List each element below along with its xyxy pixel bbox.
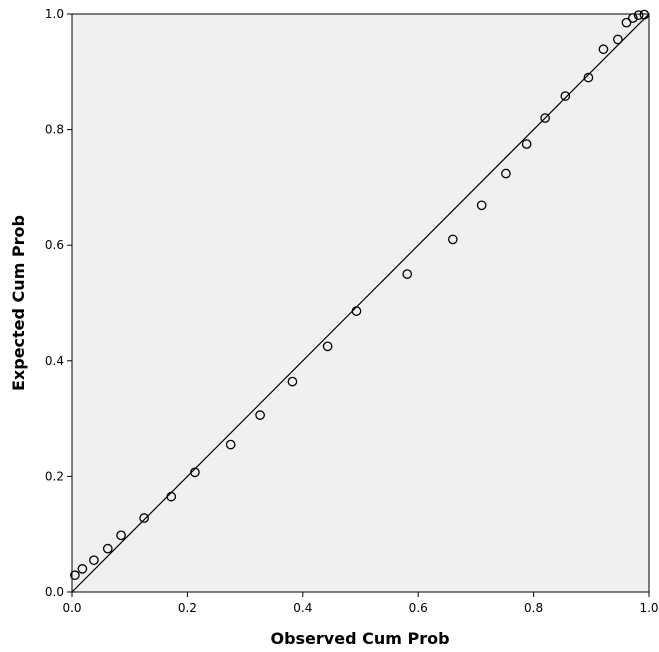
data-point — [639, 9, 650, 20]
y-axis-title: Expected Cum Prob — [9, 215, 28, 391]
x-tick-label: 0.0 — [62, 601, 81, 615]
data-point — [322, 341, 333, 352]
data-point — [255, 410, 265, 420]
y-tick-label: 0.2 — [45, 469, 64, 483]
data-point — [402, 269, 413, 279]
y-tick-label: 0.4 — [45, 354, 64, 368]
data-point — [476, 200, 487, 211]
data-point — [521, 139, 532, 149]
data-point — [583, 72, 594, 83]
data-point — [621, 17, 632, 28]
data-point — [447, 234, 458, 245]
data-point — [633, 10, 644, 21]
data-point — [612, 34, 623, 45]
x-tick-label: 0.6 — [409, 601, 428, 615]
data-point — [501, 168, 511, 179]
x-axis-title: Observed Cum Prob — [270, 629, 449, 648]
x-tick-label: 0.4 — [293, 601, 312, 615]
y-tick-label: 0.8 — [45, 123, 64, 137]
x-axis: 0.0 0.2 0.4 0.6 0.8 1.0 — [62, 592, 659, 615]
data-point — [351, 306, 362, 316]
data-point — [560, 91, 571, 101]
y-axis: 0.0 0.2 0.4 0.6 0.8 1.0 — [45, 7, 72, 599]
data-points — [70, 9, 650, 581]
data-point — [70, 570, 80, 581]
data-point — [116, 530, 126, 541]
x-tick-label: 0.2 — [178, 601, 197, 615]
data-point — [540, 113, 550, 123]
data-point — [598, 44, 609, 55]
data-point — [287, 376, 298, 387]
data-point — [89, 555, 99, 566]
data-point — [77, 564, 88, 574]
data-point — [627, 13, 638, 23]
x-tick-label: 0.8 — [524, 601, 543, 615]
data-point — [190, 467, 200, 478]
y-tick-label: 0.6 — [45, 238, 64, 252]
reference-line — [71, 13, 650, 593]
data-point — [166, 491, 177, 502]
data-point — [225, 439, 236, 450]
x-tick-label: 1.0 — [639, 601, 658, 615]
data-point — [139, 513, 149, 523]
data-point — [102, 543, 113, 554]
y-tick-label: 1.0 — [45, 7, 64, 21]
y-tick-label: 0.0 — [45, 585, 64, 599]
